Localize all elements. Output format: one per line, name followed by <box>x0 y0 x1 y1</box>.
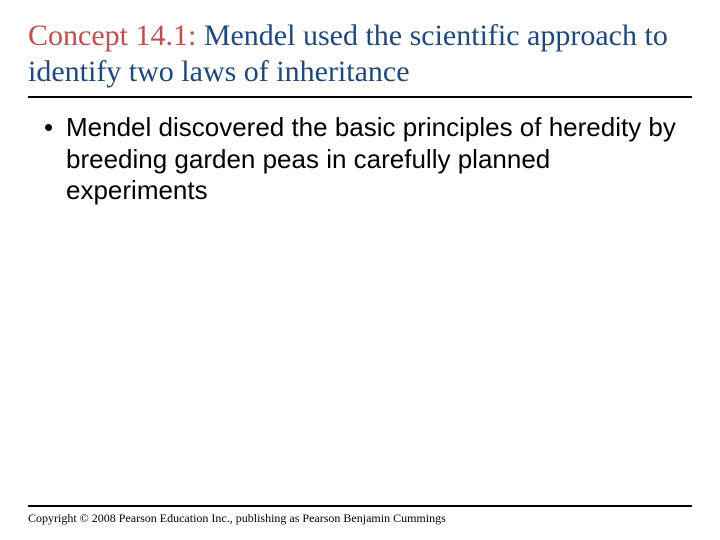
concept-number: Concept 14.1: <box>28 19 196 52</box>
footer-rule <box>28 505 692 507</box>
bullet-list: Mendel discovered the basic principles o… <box>38 112 682 207</box>
copyright-text: Copyright © 2008 Pearson Education Inc.,… <box>28 511 692 526</box>
slide: Concept 14.1: Mendel used the scientific… <box>0 0 720 540</box>
bullet-item: Mendel discovered the basic principles o… <box>38 112 682 207</box>
slide-footer: Copyright © 2008 Pearson Education Inc.,… <box>28 505 692 526</box>
slide-title: Concept 14.1: Mendel used the scientific… <box>28 18 692 90</box>
slide-body: Mendel discovered the basic principles o… <box>28 112 692 207</box>
title-underline-rule <box>28 96 692 98</box>
